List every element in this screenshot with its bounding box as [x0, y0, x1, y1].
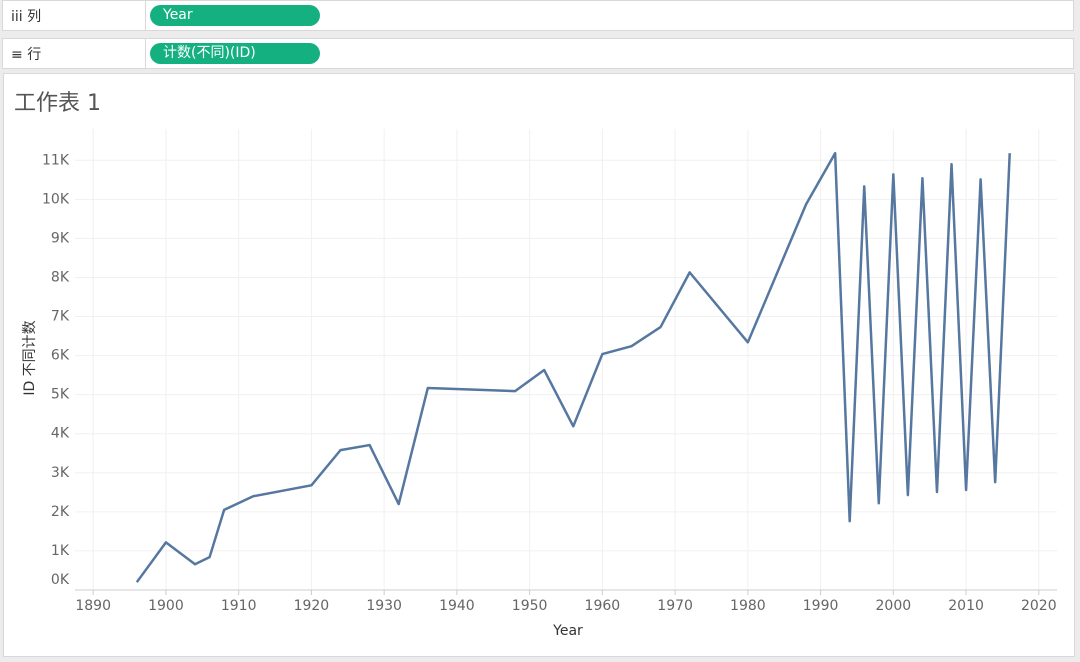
field-pill[interactable]: Year — [150, 5, 320, 26]
x-tick-label: 1920 — [294, 598, 330, 614]
y-tick-label: 8K — [51, 269, 70, 285]
y-tick-label: 9K — [51, 230, 70, 246]
field-pill[interactable]: 计数(不同)(ID) — [150, 43, 320, 64]
x-tick-label: 1890 — [75, 598, 111, 614]
y-tick-label: 10K — [42, 191, 70, 207]
sheet-title: 工作表 1 — [14, 91, 101, 116]
columns-shelf: iii 列 Year — [2, 0, 1074, 31]
y-tick-label: 11K — [42, 152, 70, 168]
worksheet: 工作表 1 Year ID 不同计数 0K 1K 2K 3K 4K 5K 6K 7K 8K 9K 1… — [3, 73, 1075, 657]
x-tick-label: 1980 — [730, 598, 766, 614]
y-tick-label: 2K — [51, 504, 70, 520]
x-tick-label: 1930 — [366, 598, 402, 614]
shelf-icon: iii — [11, 9, 23, 25]
y-tick-label: 0K — [51, 572, 70, 588]
x-tick-label: 1970 — [657, 598, 693, 614]
shelf-title: 行 — [27, 47, 42, 63]
shelf-icon: ≡ — [11, 47, 23, 63]
y-tick-label: 3K — [51, 465, 70, 481]
y-tick-label: 1K — [51, 543, 70, 559]
y-tick-label: 6K — [51, 348, 70, 364]
shelf-title: 列 — [27, 9, 42, 25]
shelf-label: ≡ 行 — [11, 44, 41, 64]
sheet-background — [3, 73, 1075, 657]
rows-shelf: ≡ 行 计数(不同)(ID) — [2, 38, 1074, 69]
x-tick-label: 1990 — [803, 598, 839, 614]
x-axis-title: Year — [552, 623, 583, 639]
y-tick-label: 7K — [51, 309, 70, 325]
separator — [145, 1, 146, 30]
x-tick-label: 2010 — [948, 598, 984, 614]
x-tick-label: 1950 — [512, 598, 548, 614]
y-axis-title: ID 不同计数 — [22, 320, 38, 395]
x-tick-label: 1900 — [148, 598, 184, 614]
x-tick-label: 2020 — [1021, 598, 1057, 614]
shelf-label: iii 列 — [11, 6, 41, 26]
x-tick-label: 1940 — [439, 598, 475, 614]
data-line — [135, 151, 1011, 583]
separator — [145, 39, 146, 68]
x-tick-label: 1960 — [585, 598, 621, 614]
x-tick-label: 1910 — [221, 598, 257, 614]
y-tick-label: 5K — [51, 387, 70, 403]
x-tick-label: 2000 — [876, 598, 912, 614]
y-tick-label: 4K — [51, 426, 70, 442]
